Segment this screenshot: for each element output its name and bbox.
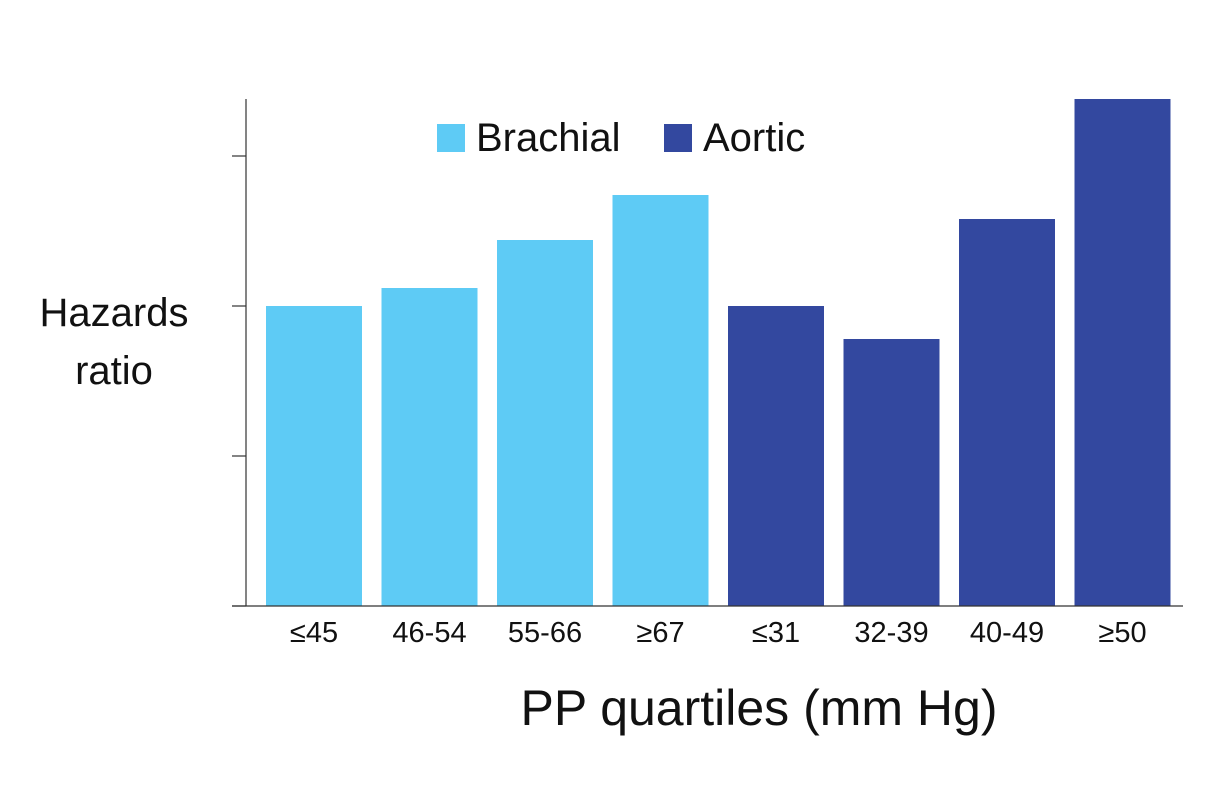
bar-aortic-4 xyxy=(728,306,824,606)
bars-group xyxy=(266,99,1171,606)
x-tick-label-5: 32-39 xyxy=(854,617,928,649)
x-tick-label-2: 55-66 xyxy=(508,617,582,649)
y-axis-label-line-2: ratio xyxy=(75,349,153,393)
x-tick-labels-group: ≤45 46-54 55-66 ≥67 ≤31 32-39 40-49 ≥50 xyxy=(290,617,1147,649)
x-tick-label-6: 40-49 xyxy=(970,617,1044,649)
x-tick-label-0: ≤45 xyxy=(290,617,338,649)
x-tick-label-1: 46-54 xyxy=(392,617,466,649)
x-tick-label-3: ≥67 xyxy=(636,617,684,649)
bar-brachial-2 xyxy=(497,240,593,606)
x-axis-label: PP quartiles (mm Hg) xyxy=(521,680,998,736)
legend-label-aortic: Aortic xyxy=(703,116,805,160)
x-tick-label-7: ≥50 xyxy=(1098,617,1146,649)
axes-group xyxy=(232,99,1183,607)
bar-aortic-5 xyxy=(843,339,940,606)
y-ticks-group xyxy=(232,155,246,607)
bar-aortic-6 xyxy=(959,219,1055,606)
x-tick-label-4: ≤31 xyxy=(752,617,800,649)
bar-brachial-3 xyxy=(612,195,709,606)
legend-swatch-aortic xyxy=(664,124,692,152)
bar-brachial-0 xyxy=(266,306,362,606)
legend: Brachial Aortic xyxy=(437,116,805,160)
bar-aortic-7 xyxy=(1074,99,1171,606)
bar-brachial-1 xyxy=(381,288,478,606)
legend-swatch-brachial xyxy=(437,124,465,152)
y-axis-label-line-1: Hazards xyxy=(40,291,189,335)
legend-label-brachial: Brachial xyxy=(476,116,621,160)
